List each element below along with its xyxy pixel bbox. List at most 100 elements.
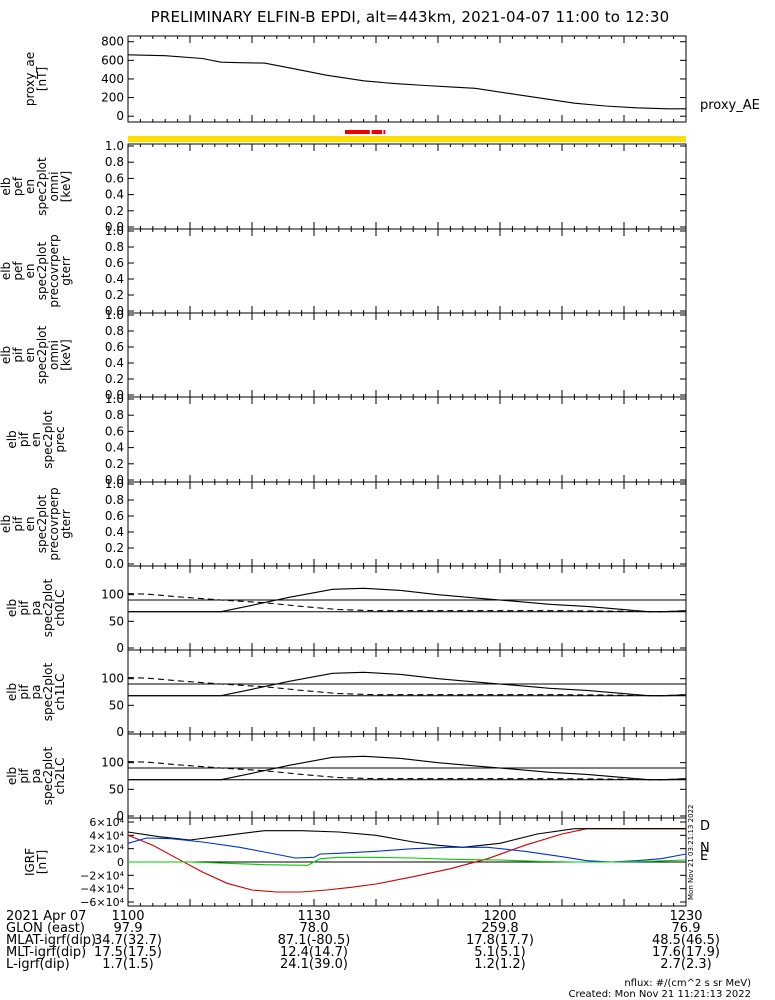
y-axis-label: pef [11,261,25,281]
y-axis-label: elb [0,346,13,364]
panel-frame [127,481,687,567]
series-line-d [127,828,686,893]
y-axis-label: pif [11,516,25,532]
y-tick-label: 100 [101,756,124,770]
y-axis-label: spec2plot [41,746,55,805]
x-axis-row-value: 17.5(17.5) [94,945,162,960]
y-axis-label: elb [5,430,19,448]
y-axis-label: spec2plot [35,241,49,300]
y-axis-label: pa [29,769,43,784]
y-tick-label: 0.2 [105,372,124,386]
y-axis-label: pif [17,684,31,700]
y-tick-label: 1.0 [105,392,124,406]
y-tick-label: 50 [109,782,124,796]
y-tick-label: 0.4 [105,441,124,455]
y-axis-label: pif [17,600,31,616]
panel-frame [127,396,687,483]
x-axis-row-label: MLAT-igrf(dip) [6,933,96,948]
y-axis-label: ch0LC [53,590,67,627]
y-axis-label: IGRF [23,848,37,876]
y-tick-label: 0.0 [105,557,124,571]
y-tick-label: 0.2 [105,204,124,218]
legend-label: proxy_AE [700,98,760,113]
y-tick-label: 0.8 [105,324,124,338]
y-axis-label: pif [11,347,25,363]
x-axis-row-value: 97.9 [114,921,143,936]
y-axis-label: pa [29,601,43,616]
x-axis-row-label: GLON (east) [6,921,85,936]
y-axis-label: precovrperp [47,234,61,307]
y-tick-label: 0.0 [105,220,124,234]
y-tick-label: 4×10⁴ [89,829,124,842]
x-axis-row-value: 76.9 [672,921,701,936]
flag-red-segment [371,130,383,134]
y-tick-label: 1.0 [105,224,124,238]
x-axis-row-value: 34.7(32.7) [94,933,162,948]
y-tick-label: 0.8 [105,240,124,254]
y-tick-label: 0.2 [105,288,124,302]
y-axis-label: [nT] [35,67,49,91]
flag-red-segment [383,130,386,134]
y-tick-label: 0.0 [105,388,124,402]
y-tick-label: 0.8 [105,493,124,507]
y-axis-label: spec2plot [35,494,49,553]
y-tick-label: 0.6 [105,424,124,438]
y-tick-label: 0 [116,809,124,823]
y-tick-label: 0 [116,641,124,655]
y-axis-label: pef [11,176,25,196]
series-line-proxy-ae [127,54,686,110]
flag-red-segment [345,130,370,134]
x-axis-row-value: 87.1(-80.5) [278,933,351,948]
y-tick-label: 0.4 [105,525,124,539]
created-note: Created: Mon Nov 21 11:21:13 2022 [568,989,751,1000]
panel-frame [127,228,687,314]
x-axis-row-label: L-igrf(dip) [6,957,70,972]
y-axis-label: elb [5,767,19,785]
timestamp-side-note: Mon Nov 21 03:21:13 2022 [687,805,695,900]
y-axis-label: spec2plot [35,325,49,384]
y-tick-label: 0 [116,725,124,739]
y-tick-label: 0 [116,109,124,123]
y-tick-label: 0.4 [105,272,124,286]
x-tick-label: 1130 [297,909,330,924]
y-tick-label: 0.6 [105,509,124,523]
series-line-dashed [127,677,687,697]
y-tick-label: 0.6 [105,340,124,354]
legend-label: N [700,841,710,856]
y-axis-label: en [23,264,37,279]
y-tick-label: 50 [109,614,124,628]
y-axis-label: spec2plot [41,662,55,721]
y-tick-label: 0.4 [105,356,124,370]
y-axis-label: spec2plot [41,578,55,637]
y-axis-label: en [23,517,37,532]
x-axis-row-value: 48.5(46.5) [652,933,720,948]
y-axis-label: gterr [59,509,73,538]
y-tick-label: 100 [101,672,124,686]
y-axis-label: elb [0,177,13,195]
y-tick-label: 0.6 [105,171,124,185]
y-tick-label: 50 [109,698,124,712]
y-tick-label: 100 [101,588,124,602]
y-axis-label: pif [17,431,31,447]
y-tick-label: 6×10⁴ [89,816,124,829]
y-tick-label: 0.2 [105,541,124,555]
legend-label: E [700,849,708,864]
y-axis-label: elb [5,599,19,617]
y-tick-label: −2×10⁴ [80,869,124,882]
x-axis-row-value: 2.7(2.3) [660,957,712,972]
y-tick-label: 0.4 [105,188,124,202]
x-axis-row-value: 1.7(1.5) [102,957,154,972]
y-tick-label: −6×10⁴ [80,896,124,909]
x-axis-row-value: 12.4(14.7) [280,945,348,960]
y-tick-label: 1.0 [105,477,124,491]
y-tick-label: 400 [101,72,124,86]
x-axis-row-value: 5.1(5.1) [474,945,526,960]
y-axis-label: elb [0,515,13,533]
y-tick-label: 0.8 [105,155,124,169]
y-axis-label: pa [29,685,43,700]
units-note: nflux: #/(cm^2 s sr MeV) [624,978,751,989]
series-line-solid [128,671,687,697]
x-axis-row-value: 259.8 [481,921,518,936]
x-tick-label: 1200 [483,909,516,924]
